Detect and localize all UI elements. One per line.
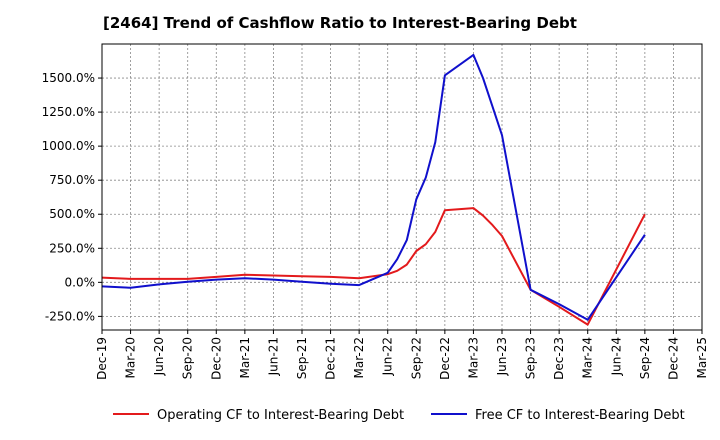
y-tick-label: 750.0% — [49, 173, 95, 187]
y-tick-label: 500.0% — [49, 207, 95, 221]
x-tick-label: Mar-24 — [581, 337, 595, 378]
x-tick-label: Jun-23 — [495, 337, 509, 376]
x-tick-label: Jun-20 — [152, 337, 166, 376]
x-tick-label: Mar-25 — [695, 337, 709, 378]
x-tick-label: Dec-20 — [209, 337, 223, 380]
x-tick-label: Jun-22 — [381, 337, 395, 376]
x-tick-label: Mar-22 — [352, 337, 366, 378]
x-tick-label: Sep-23 — [524, 337, 538, 379]
x-tick-label: Sep-20 — [181, 337, 195, 379]
x-tick-label: Dec-22 — [438, 337, 452, 380]
y-tick-label: 250.0% — [49, 241, 95, 255]
x-tick-label: Mar-20 — [124, 337, 138, 378]
y-tick-label: -250.0% — [45, 309, 95, 323]
x-tick-label: Sep-22 — [409, 337, 423, 379]
plot-frame — [101, 43, 703, 331]
grid-lines — [101, 44, 703, 330]
x-tick-label: Sep-24 — [638, 337, 652, 379]
y-axis-ticks: 1500.0% 1250.0% 1000.0% 750.0% 500.0% 250.0% 0… — [42, 71, 102, 323]
legend-label-free-cf: Free CF to Interest-Bearing Debt — [475, 408, 685, 423]
y-tick-label: 1500.0% — [42, 71, 95, 85]
chart-title: [2464] Trend of Cashflow Ratio to Intere… — [103, 14, 577, 32]
y-tick-label: 1250.0% — [42, 105, 95, 119]
legend-label-operating-cf: Operating CF to Interest-Bearing Debt — [157, 408, 404, 423]
x-tick-label: Jun-21 — [266, 337, 280, 376]
series-lines — [101, 53, 646, 326]
series-line-1 — [101, 53, 646, 321]
x-tick-label: Dec-21 — [324, 337, 338, 380]
x-tick-label: Sep-21 — [295, 337, 309, 379]
x-axis-ticks: Dec-19 Mar-20 Jun-20 Sep-20 Dec-20 Mar-21 Jun-… — [95, 330, 709, 380]
x-tick-label: Dec-19 — [95, 337, 109, 380]
x-tick-label: Mar-21 — [238, 337, 252, 378]
x-tick-label: Dec-23 — [552, 337, 566, 380]
legend: Operating CF to Interest-Bearing Debt Fr… — [113, 408, 685, 423]
x-tick-label: Dec-24 — [666, 337, 680, 380]
series-line-0 — [101, 207, 646, 326]
y-tick-label: 1000.0% — [42, 139, 95, 153]
x-tick-label: Mar-23 — [466, 337, 480, 378]
x-tick-label: Jun-24 — [609, 337, 623, 376]
y-tick-label: 0.0% — [65, 275, 96, 289]
